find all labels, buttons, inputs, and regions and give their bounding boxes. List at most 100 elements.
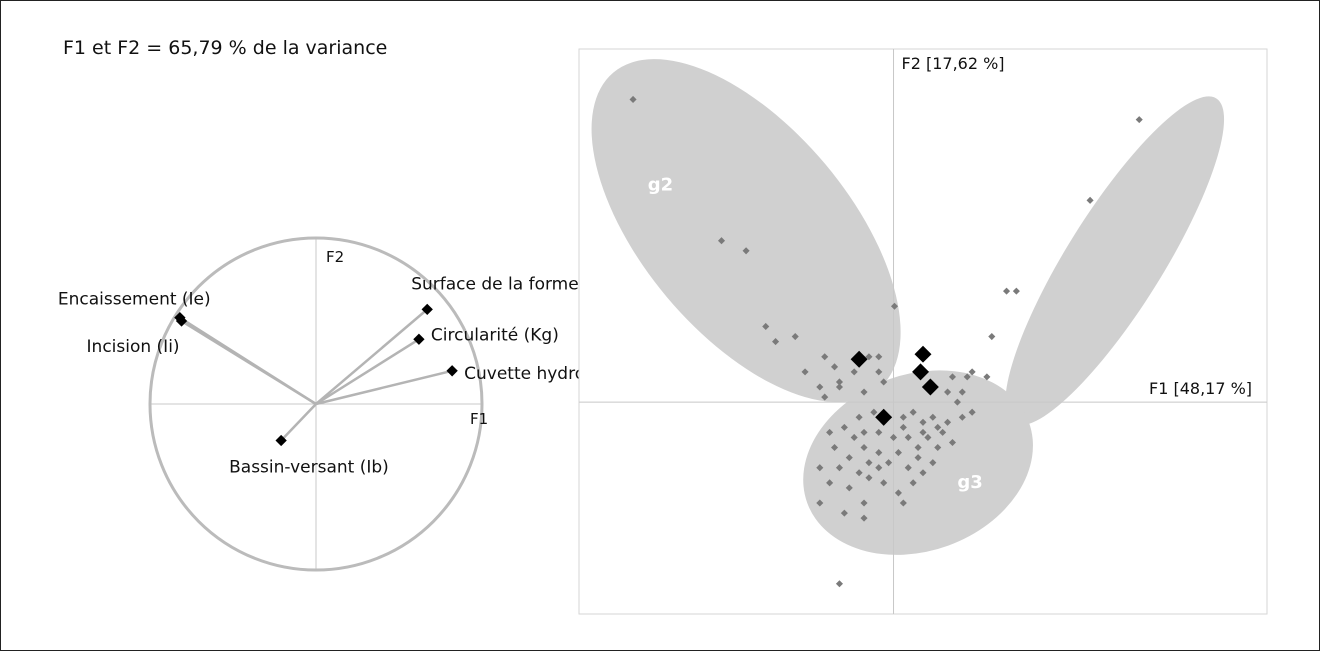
observation-point [772, 338, 780, 346]
observation-point [1003, 287, 1011, 295]
loading-vector-incision-ii [180, 319, 317, 406]
observation-point [890, 302, 899, 310]
observation-point [860, 443, 868, 452]
observation-point [929, 413, 937, 421]
observation-point [860, 428, 868, 436]
observation-point [816, 499, 824, 507]
circle-axis-label-f1: F1 [470, 410, 488, 428]
loading-point-bassin-versant-ib [275, 434, 287, 447]
observation-point [963, 373, 971, 381]
variable-label-incision-ii: Incision (Ii) [87, 337, 180, 357]
figure-title: F1 et F2 = 65,79 % de la variance [63, 37, 388, 59]
observation-point [831, 363, 839, 371]
observation-point [880, 378, 888, 386]
observation-point [860, 388, 868, 396]
observation-point [958, 388, 966, 396]
observation-point [850, 368, 858, 376]
group-label-g2: g2 [648, 174, 673, 195]
observation-point [860, 514, 868, 522]
observation-point [924, 433, 932, 441]
observation-point [801, 368, 809, 376]
observation-point [875, 464, 883, 472]
observation-point [835, 378, 843, 386]
observation-point [875, 368, 883, 376]
observation-point [821, 393, 829, 401]
correlation-circle-plot: F1 F2 Encaissement (Ie) Incision (Ii) Surfac… [58, 236, 621, 572]
observation-point [894, 489, 902, 497]
observation-point [816, 464, 824, 472]
observation-point [840, 423, 848, 431]
loading-vector-bassin-versant-ib [280, 403, 317, 442]
observation-point [983, 373, 991, 381]
loading-vector-surface-de-la-forme-s [315, 308, 429, 405]
observation-point [904, 433, 912, 441]
observation-point [894, 449, 902, 457]
observation-point [826, 428, 834, 436]
scatter-xlabel: F1 [48,17 %] [1149, 379, 1252, 398]
observation-point [850, 433, 858, 441]
loading-point-circularite-kg [413, 333, 425, 345]
centroid-point [912, 363, 930, 381]
group-label-g1: g1 [881, 189, 906, 210]
observation-point [875, 449, 883, 457]
observation-point [860, 499, 868, 507]
centroid-point [850, 350, 868, 368]
centroid-point [914, 345, 932, 363]
observation-point [914, 454, 922, 462]
observation-point [899, 413, 907, 421]
observation-point [835, 580, 843, 588]
observation-point [919, 428, 927, 436]
centroid-point [921, 378, 939, 396]
observation-point [929, 459, 937, 467]
observation-point [840, 509, 848, 517]
loading-point-surface-de-la-forme-s [421, 303, 433, 316]
observation-point [1012, 287, 1020, 295]
observation-point [875, 428, 883, 436]
observation-point [948, 373, 957, 381]
loading-vector-circularite-kg [315, 338, 420, 406]
observation-point [934, 423, 942, 431]
observation-point [880, 479, 888, 487]
observation-point [885, 459, 893, 467]
observation-point [953, 398, 961, 406]
observation-point [889, 433, 898, 441]
observation-point [919, 418, 927, 426]
observation-point [791, 333, 799, 341]
observation-point [919, 469, 927, 477]
observation-point [835, 383, 843, 391]
observation-point [909, 479, 917, 487]
variable-label-surface-de-la-forme-s: Surface de la forme (S) [411, 274, 608, 294]
observation-point [835, 464, 843, 472]
observation-point [865, 474, 873, 482]
centroid-point [875, 408, 893, 426]
observation-point [988, 333, 996, 341]
observation-point [831, 443, 839, 452]
observation-point [958, 413, 966, 421]
observation-point [914, 443, 922, 452]
observation-point [909, 408, 917, 416]
observation-point [821, 353, 829, 361]
observation-point [845, 484, 853, 492]
loading-vector-cuvette-hydromorphe-if [315, 369, 453, 406]
observation-point [717, 237, 726, 245]
observation-point [826, 479, 834, 487]
observation-point [948, 438, 957, 447]
observation-point [742, 247, 750, 255]
observation-point [816, 383, 824, 391]
variable-label-bassin-versant-ib: Bassin-versant (Ib) [229, 458, 389, 478]
observation-point [855, 469, 863, 477]
observation-point [899, 499, 907, 507]
observation-point [904, 464, 912, 472]
observation-point [762, 322, 770, 330]
observation-point [934, 443, 942, 452]
observation-point [875, 353, 883, 361]
group-ellipse-g2 [591, 59, 901, 403]
observation-point [865, 353, 873, 361]
observation-point [855, 413, 863, 421]
observation-point [899, 423, 907, 431]
loading-point-cuvette-hydromorphe-if [446, 365, 458, 377]
observation-point [968, 408, 976, 416]
observation-point [939, 428, 947, 436]
